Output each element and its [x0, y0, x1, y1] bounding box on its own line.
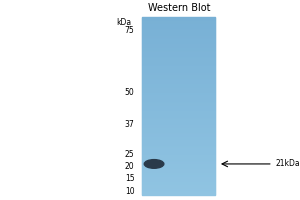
Text: 50: 50: [125, 88, 134, 97]
Text: kDa: kDa: [117, 18, 132, 27]
Text: 37: 37: [125, 120, 134, 129]
Text: 20: 20: [125, 162, 134, 171]
Text: Western Blot: Western Blot: [148, 3, 210, 13]
Text: 21kDa: 21kDa: [275, 159, 300, 168]
Text: 10: 10: [125, 187, 134, 196]
Text: 25: 25: [125, 150, 134, 159]
Text: 15: 15: [125, 174, 134, 183]
Ellipse shape: [144, 160, 164, 168]
Text: 75: 75: [125, 26, 134, 35]
